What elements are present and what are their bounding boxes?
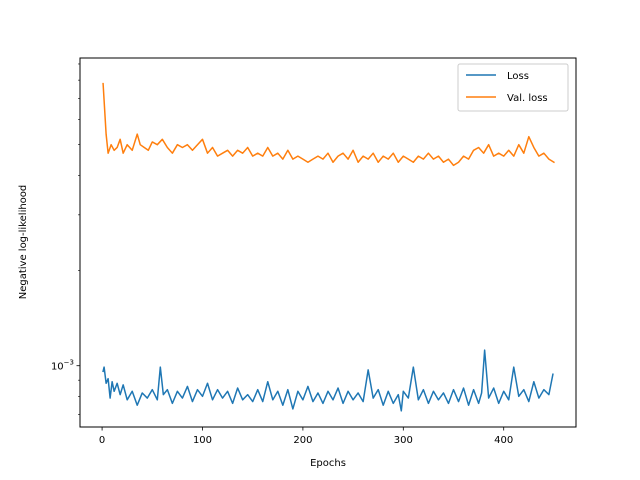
series-line-loss [102, 349, 554, 412]
plot-frame [79, 57, 577, 428]
x-axis-label: Epochs [310, 458, 346, 469]
y-tick-label: 10−3 [51, 359, 74, 373]
series-line-val-loss [102, 82, 555, 167]
legend-label-val-loss: Val. loss [507, 93, 548, 104]
x-tick-label: 200 [293, 435, 312, 446]
x-tick-label: 0 [99, 435, 105, 446]
x-tick-label: 400 [494, 435, 513, 446]
x-tick-label: 100 [193, 435, 212, 446]
x-axis: 0 100 200 300 400 [99, 427, 513, 446]
y-axis: 10−3 [51, 63, 80, 415]
legend-label-loss: Loss [507, 71, 529, 82]
x-tick-label: 300 [394, 435, 413, 446]
legend: Loss Val. loss [457, 63, 569, 112]
series-layer [102, 82, 555, 412]
y-axis-label: Negative log-likelihood [18, 185, 29, 300]
